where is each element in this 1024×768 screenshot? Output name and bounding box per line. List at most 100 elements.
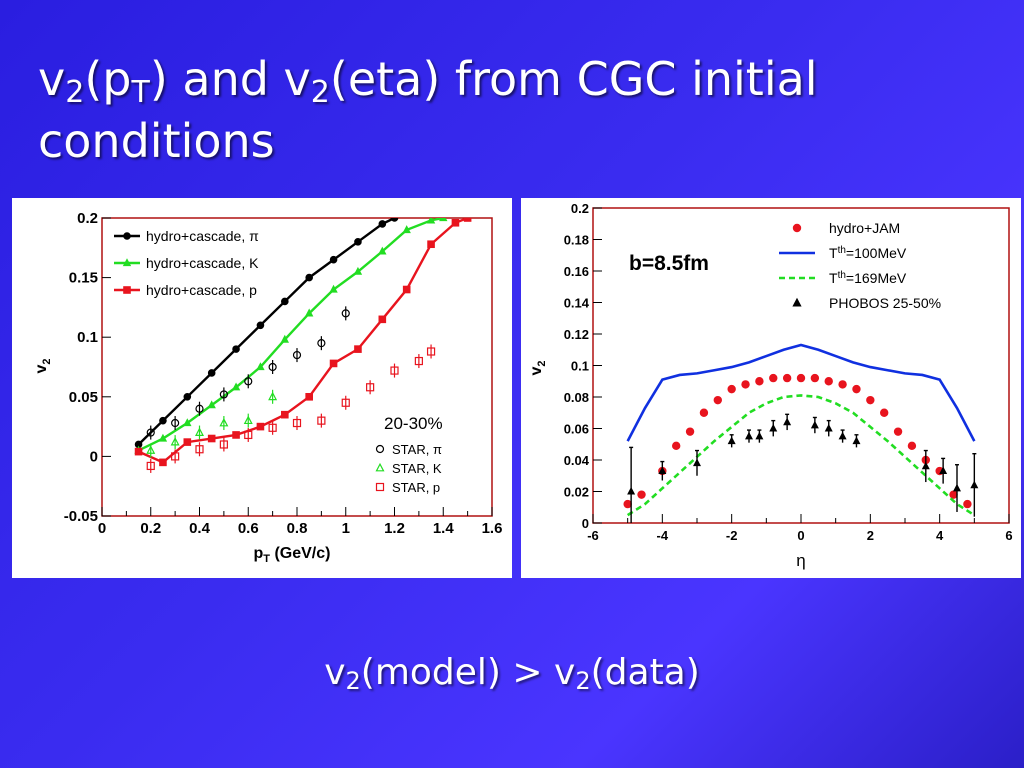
chart-v2-vs-pt: 0 0.2 0.4 0.6 0.8 1 1.2 1.4 1.6-0.0500.050.10.15… [33, 210, 503, 565]
data-point [783, 417, 792, 426]
legend-label: PHOBOS 25-50% [829, 295, 941, 311]
y-tick-label: 0.05 [69, 389, 98, 406]
data-point [658, 466, 667, 475]
data-point [231, 382, 241, 391]
conclusion-part: (model) > v [360, 652, 576, 693]
data-point [866, 395, 875, 405]
x-tick-label: 1.6 [482, 520, 503, 537]
legend-marker [375, 462, 385, 472]
y-axis-label: v2 [33, 358, 53, 373]
data-point [305, 273, 313, 282]
data-point [281, 297, 289, 306]
y-tick-label: 0.2 [571, 201, 589, 216]
legend-marker [123, 286, 131, 294]
legend-marker [375, 444, 385, 454]
data-point [838, 431, 847, 440]
data-point [627, 486, 636, 495]
y-tick-label: 0.15 [69, 270, 98, 287]
data-point [939, 466, 948, 475]
series-line [626, 343, 976, 442]
data-point [463, 218, 472, 222]
legend-label: hydro+cascade, p [146, 282, 257, 298]
chart-panel-vs-eta: -6 -4 -2 0 2 4 6 0 0.02 0.04 0.06 0.08 0.1 0.12 0.14 0.… [521, 198, 1021, 578]
data-point [183, 438, 192, 446]
data-point [219, 390, 228, 399]
data-point [727, 436, 736, 445]
data-point [824, 423, 833, 432]
x-tick-label: 0.6 [238, 520, 259, 537]
data-point [426, 347, 436, 356]
title-subscript: 2 [65, 75, 85, 110]
data-point [769, 373, 778, 383]
title-subscript: 2 [310, 75, 330, 110]
conclusion-part: v [324, 652, 346, 693]
legend-marker [375, 482, 385, 492]
data-point [970, 480, 979, 489]
data-point [810, 420, 819, 429]
data-point [159, 416, 167, 425]
y-tick-label: 0.14 [564, 296, 590, 311]
y-tick-label: 0.04 [564, 453, 590, 468]
legend-label: STAR, π [392, 442, 442, 457]
data-point [769, 423, 778, 432]
data-point [949, 490, 958, 499]
data-point [170, 436, 180, 446]
conclusion-text: v2(model) > v2(data) [0, 652, 1024, 693]
data-point [741, 380, 750, 389]
legend-label: Tth=169MeV [829, 270, 907, 286]
data-point [354, 345, 362, 353]
data-point [755, 377, 764, 386]
title-text: (eta) from CGC initial conditions [38, 52, 818, 168]
data-point [637, 490, 646, 499]
data-point [195, 445, 204, 454]
data-point [782, 373, 792, 383]
data-point [158, 433, 168, 442]
data-point [244, 377, 253, 386]
data-point [341, 309, 350, 318]
chart-panel-vs-pt: 0 0.2 0.4 0.6 0.8 1 1.2 1.4 1.6 -0.05 0 0.05 0.1 0.15… [12, 198, 512, 578]
data-point [183, 418, 192, 427]
plot-area [623, 343, 979, 523]
conclusion-part: (data) [590, 652, 700, 693]
data-point [426, 218, 436, 224]
x-tick-label: 1.2 [384, 520, 405, 537]
y-tick-label: 0.18 [564, 233, 589, 248]
data-point [439, 218, 448, 222]
x-tick-label: 0.4 [189, 520, 211, 537]
y-tick-label: 0.08 [564, 390, 589, 405]
data-point [953, 483, 961, 492]
y-tick-label: 0.2 [77, 210, 98, 227]
data-point [745, 431, 753, 440]
data-point [304, 308, 314, 317]
data-point [693, 458, 701, 467]
data-point [390, 366, 399, 375]
data-point [256, 422, 265, 431]
title-text: v [38, 52, 66, 106]
conclusion-subscript: 2 [575, 667, 591, 695]
centrality-label: 20-30% [384, 414, 443, 433]
data-point [195, 404, 204, 413]
plot-area [134, 218, 472, 473]
data-point [268, 391, 278, 401]
conclusion-subscript: 2 [345, 667, 361, 695]
title-subscript: T [131, 75, 150, 110]
data-point [268, 362, 277, 372]
title-text: (p [84, 52, 132, 106]
x-tick-label: 6 [1005, 528, 1012, 543]
legend-label: hydro+cascade, K [146, 255, 259, 271]
x-tick-label: 4 [936, 528, 944, 543]
data-point [317, 339, 326, 348]
legend-label: hydro+JAM [829, 220, 900, 236]
data-point [727, 384, 736, 394]
series-line [137, 218, 396, 446]
data-point [623, 499, 632, 509]
data-point [244, 430, 253, 440]
y-tick-label: 0.12 [564, 327, 589, 342]
data-point [755, 431, 764, 440]
data-point [292, 350, 302, 360]
data-point [281, 410, 289, 419]
series-line [626, 394, 976, 517]
data-point [402, 225, 411, 234]
data-point [824, 377, 833, 386]
data-point [146, 428, 155, 437]
